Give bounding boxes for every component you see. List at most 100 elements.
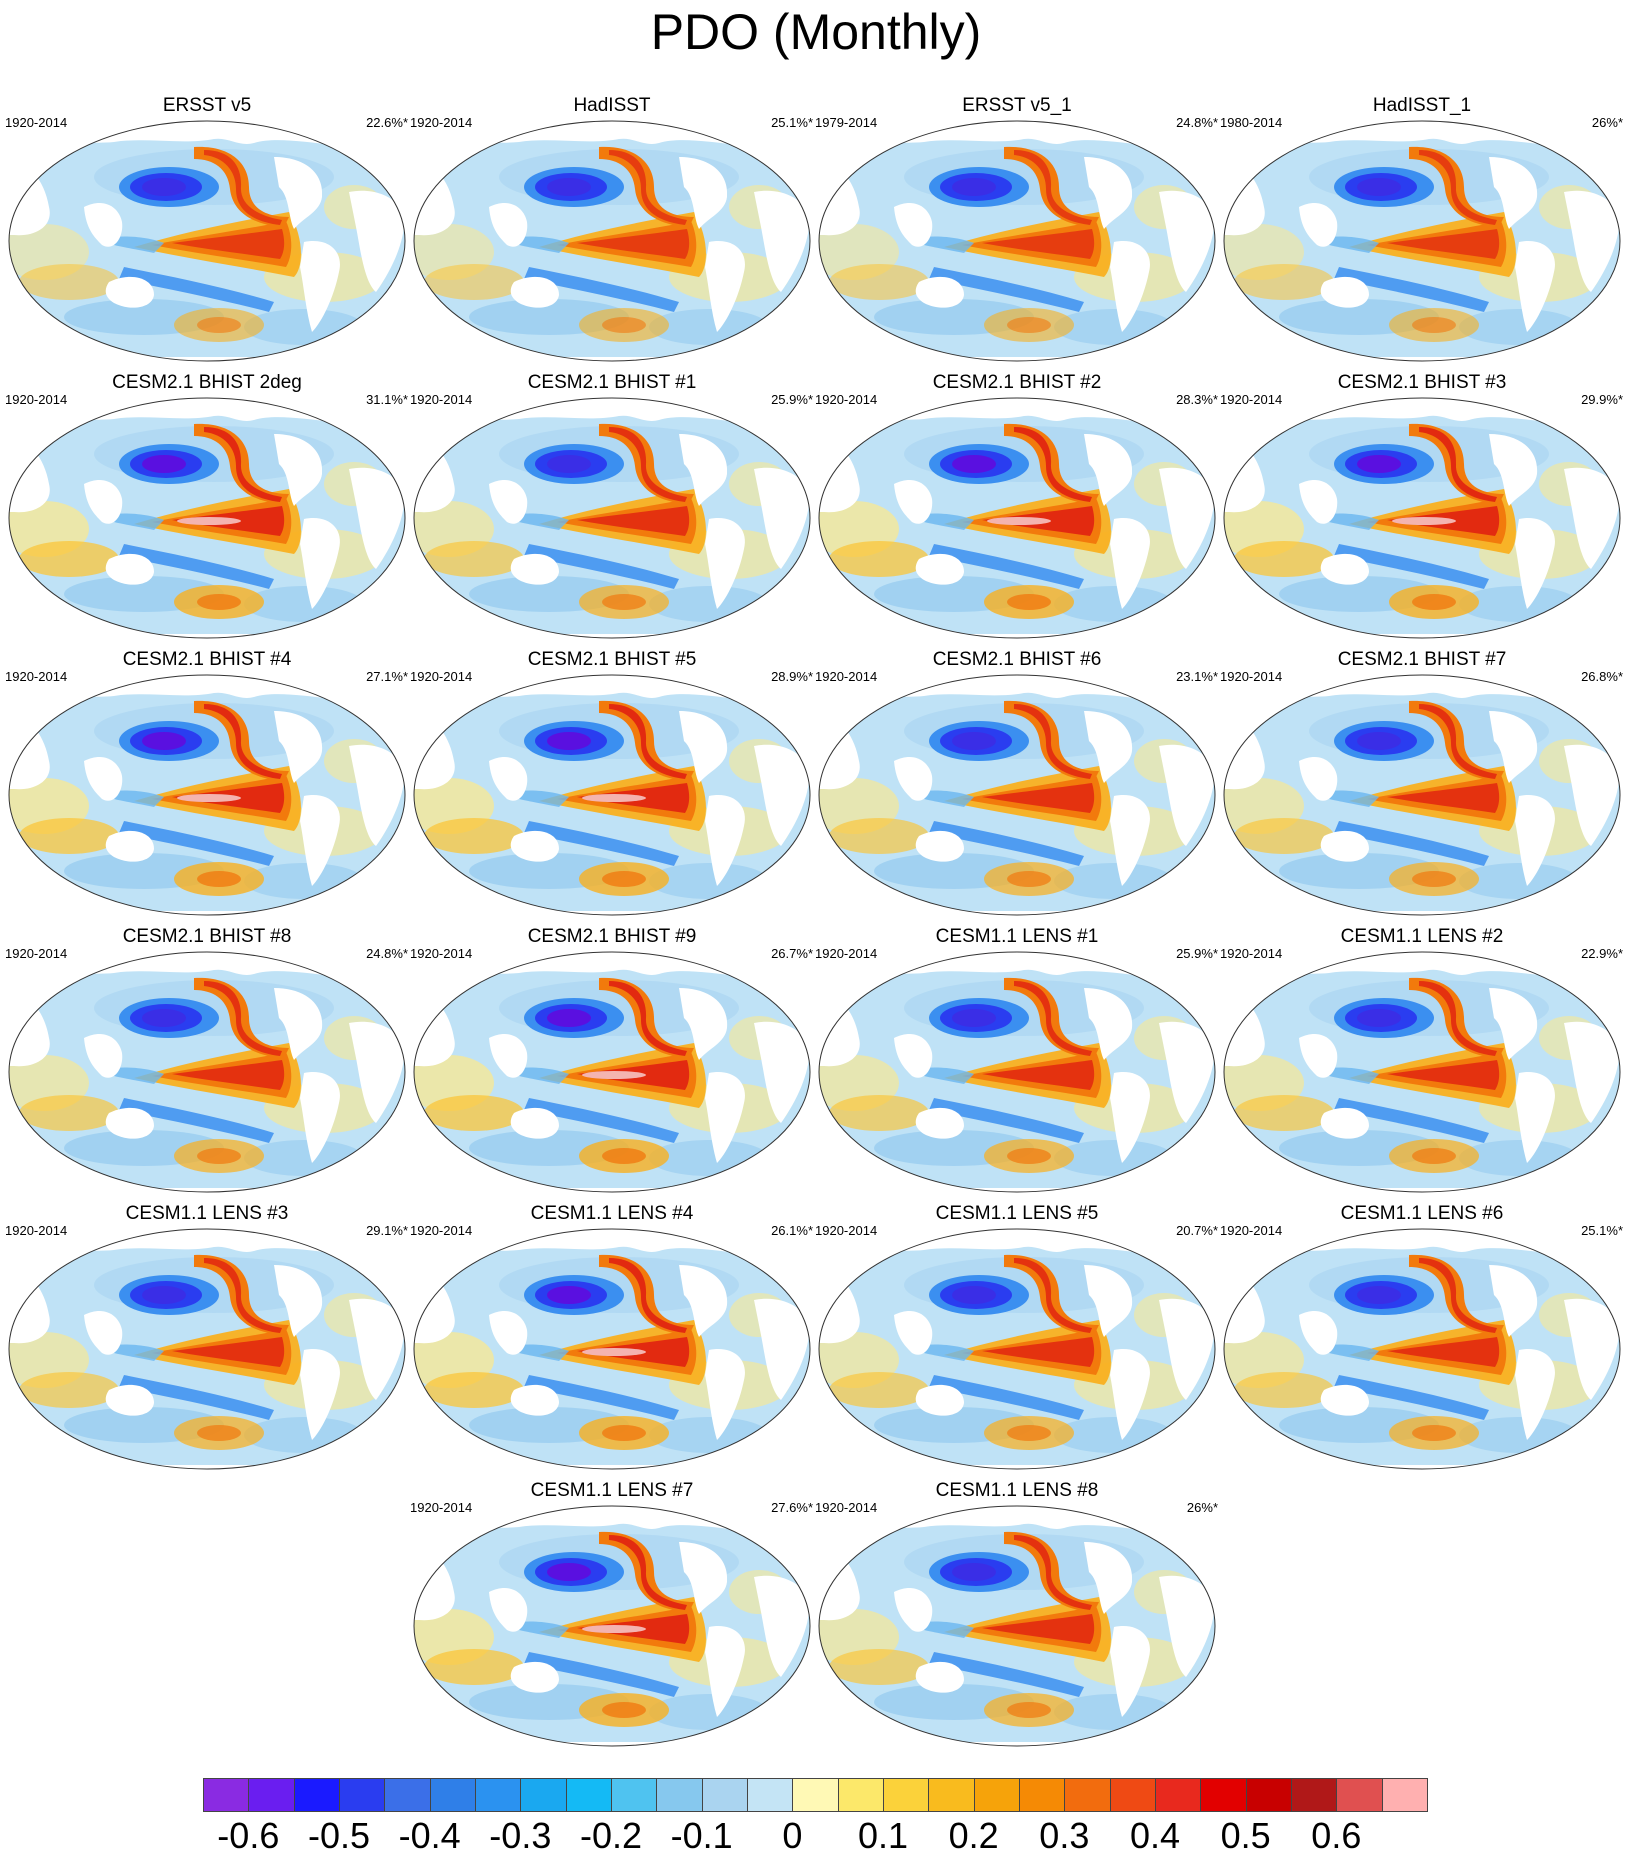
map-panel: CESM1.1 LENS #4 1920-2014 26.1%* — [409, 1203, 815, 1473]
map-plot — [8, 674, 406, 916]
panel-period: 1920-2014 — [1220, 669, 1283, 684]
map-plot — [1223, 1228, 1621, 1470]
panel-period: 1920-2014 — [1220, 392, 1283, 407]
panel-period: 1920-2014 — [410, 115, 473, 130]
panel-title: CESM1.1 LENS #5 — [935, 1203, 1099, 1224]
panel-title: CESM1.1 LENS #3 — [125, 1203, 289, 1224]
colorbar-swatch — [1109, 1778, 1156, 1812]
panel-variance-percent: 22.9%* — [1581, 946, 1623, 961]
map-panel: ERSST v5 1920-2014 22.6%* — [4, 95, 410, 365]
panel-variance-percent: 29.9%* — [1581, 392, 1623, 407]
panel-variance-percent: 26.1%* — [771, 1223, 813, 1238]
panel-period: 1980-2014 — [1220, 115, 1283, 130]
panel-title: CESM2.1 BHIST 2deg — [112, 372, 302, 393]
colorbar-tick-label: -0.3 — [489, 1815, 552, 1856]
panel-title: CESM2.1 BHIST #7 — [1337, 649, 1507, 670]
colorbar-swatch — [520, 1778, 567, 1812]
map-panel: CESM1.1 LENS #2 1920-2014 22.9%* — [1219, 926, 1625, 1196]
map-plot — [818, 397, 1216, 639]
panel-variance-percent: 22.6%* — [366, 115, 408, 130]
map-plot — [413, 1228, 811, 1470]
panel-period: 1920-2014 — [410, 1223, 473, 1238]
panel-variance-percent: 24.8%* — [366, 946, 408, 961]
panel-title: CESM1.1 LENS #1 — [935, 926, 1099, 947]
map-plot — [818, 120, 1216, 362]
map-plot — [8, 397, 406, 639]
map-plot — [818, 1505, 1216, 1747]
colorbar-swatch — [1381, 1778, 1428, 1812]
panel-variance-percent: 28.3%* — [1176, 392, 1218, 407]
panel-period: 1920-2014 — [815, 392, 878, 407]
map-panel: CESM2.1 BHIST #2 1920-2014 28.3%* — [814, 372, 1220, 642]
panel-period: 1920-2014 — [5, 1223, 68, 1238]
panel-period: 1920-2014 — [815, 669, 878, 684]
colorbar-swatch — [973, 1778, 1020, 1812]
colorbar-swatch — [293, 1778, 340, 1812]
panel-title: ERSST v5 — [162, 95, 252, 116]
panel-variance-percent: 29.1%* — [366, 1223, 408, 1238]
panel-period: 1920-2014 — [5, 946, 68, 961]
panel-period: 1920-2014 — [5, 115, 68, 130]
colorbar-swatch — [1291, 1778, 1338, 1812]
colorbar-swatch — [837, 1778, 884, 1812]
colorbar-swatch — [792, 1778, 839, 1812]
panel-title: CESM2.1 BHIST #6 — [932, 649, 1102, 670]
map-panel: CESM2.1 BHIST #3 1920-2014 29.9%* — [1219, 372, 1625, 642]
colorbar-swatch — [883, 1778, 930, 1812]
colorbar-swatch — [475, 1778, 522, 1812]
panel-variance-percent: 25.9%* — [1176, 946, 1218, 961]
panel-variance-percent: 27.6%* — [771, 1500, 813, 1515]
map-plot — [1223, 120, 1621, 362]
colorbar-swatch — [429, 1778, 476, 1812]
colorbar-swatch — [701, 1778, 748, 1812]
colorbar-tick-label: 0.5 — [1220, 1815, 1271, 1856]
panel-variance-percent: 23.1%* — [1176, 669, 1218, 684]
colorbar-tick-label: 0.3 — [1039, 1815, 1090, 1856]
colorbar-swatch — [248, 1778, 295, 1812]
colorbar: -0.6 -0.5 -0.4 -0.3 -0.2 -0.1 0 0.1 0.2 0.3 0.4 0.5… — [203, 1778, 1428, 1858]
colorbar-tick-label: -0.1 — [670, 1815, 733, 1856]
map-panel: CESM2.1 BHIST #7 1920-2014 26.8%* — [1219, 649, 1625, 919]
panel-variance-percent: 26%* — [1186, 1500, 1218, 1515]
colorbar-swatch — [928, 1778, 975, 1812]
map-panel: CESM2.1 BHIST 2deg 1920-2014 31.1%* — [4, 372, 410, 642]
panel-title: CESM2.1 BHIST #3 — [1337, 372, 1507, 393]
colorbar-swatch — [656, 1778, 703, 1812]
map-plot — [413, 397, 811, 639]
panel-title: CESM2.1 BHIST #2 — [932, 372, 1102, 393]
panel-title: CESM2.1 BHIST #5 — [527, 649, 697, 670]
colorbar-tick-label: -0.6 — [217, 1815, 280, 1856]
panel-title: HadISST — [573, 95, 651, 116]
panel-variance-percent: 24.8%* — [1176, 115, 1218, 130]
map-panel: CESM1.1 LENS #5 1920-2014 20.7%* — [814, 1203, 1220, 1473]
panel-title: CESM2.1 BHIST #4 — [122, 649, 292, 670]
panel-title: CESM1.1 LENS #4 — [530, 1203, 694, 1224]
panel-variance-percent: 25.9%* — [771, 392, 813, 407]
map-panel: CESM1.1 LENS #1 1920-2014 25.9%* — [814, 926, 1220, 1196]
panel-period: 1920-2014 — [1220, 1223, 1283, 1238]
panel-variance-percent: 26%* — [1591, 115, 1623, 130]
panel-title: CESM1.1 LENS #2 — [1340, 926, 1504, 947]
map-panel: CESM2.1 BHIST #5 1920-2014 28.9%* — [409, 649, 815, 919]
colorbar-tick-label: -0.5 — [307, 1815, 371, 1856]
colorbar-tick-label: 0 — [782, 1815, 803, 1856]
map-panel: ERSST v5_1 1979-2014 24.8%* — [814, 95, 1220, 365]
map-panel: CESM2.1 BHIST #4 1920-2014 27.1%* — [4, 649, 410, 919]
map-plot — [413, 951, 811, 1193]
map-panel: HadISST_1 1980-2014 26%* — [1219, 95, 1625, 365]
colorbar-swatch — [384, 1778, 431, 1812]
map-plot — [8, 1228, 406, 1470]
colorbar-swatch — [747, 1778, 794, 1812]
map-panel: CESM1.1 LENS #7 1920-2014 27.6%* — [409, 1480, 815, 1750]
panel-period: 1920-2014 — [410, 1500, 473, 1515]
colorbar-swatch — [1019, 1778, 1066, 1812]
map-plot — [1223, 951, 1621, 1193]
panel-variance-percent: 26.8%* — [1581, 669, 1623, 684]
panel-title: CESM2.1 BHIST #8 — [122, 926, 292, 947]
panel-period: 1920-2014 — [1220, 946, 1283, 961]
map-panel: CESM1.1 LENS #6 1920-2014 25.1%* — [1219, 1203, 1625, 1473]
colorbar-tick-label: 0.4 — [1129, 1815, 1181, 1856]
map-panel: CESM2.1 BHIST #9 1920-2014 26.7%* — [409, 926, 815, 1196]
panel-period: 1920-2014 — [5, 392, 68, 407]
map-plot — [413, 674, 811, 916]
